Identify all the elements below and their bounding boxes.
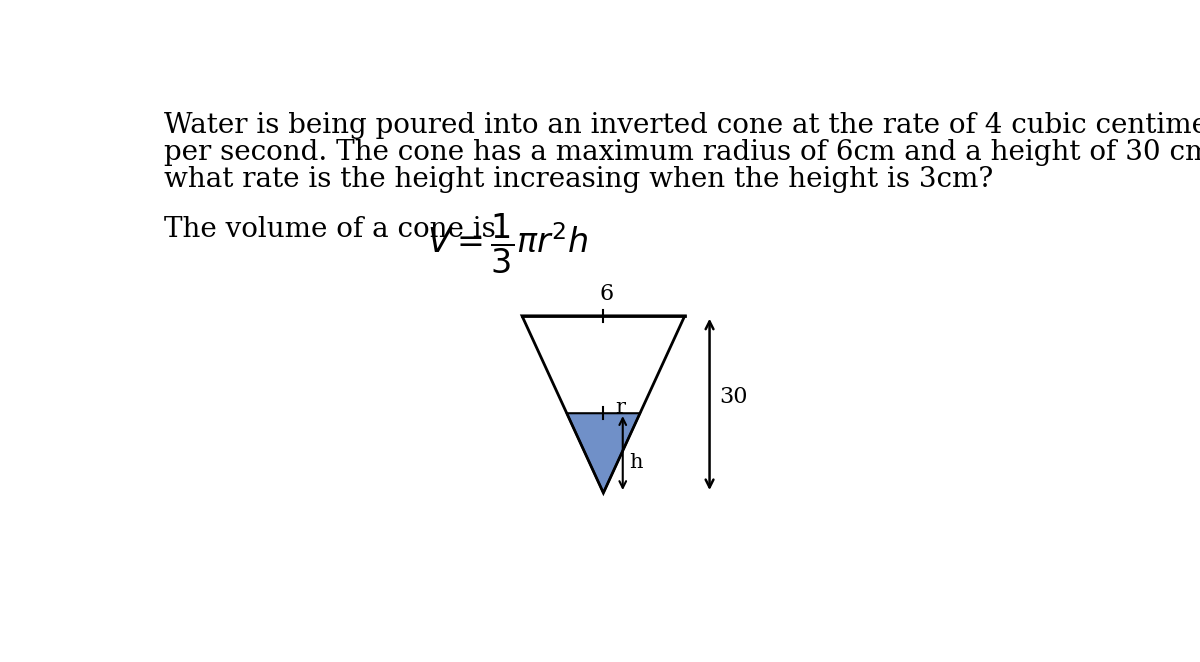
Text: Water is being poured into an inverted cone at the rate of 4 cubic centimeters: Water is being poured into an inverted c… [164,112,1200,139]
Text: 6: 6 [600,283,613,305]
Text: $V = \dfrac{1}{3}\pi r^2 h$: $V = \dfrac{1}{3}\pi r^2 h$ [427,211,589,275]
Text: The volume of a cone is: The volume of a cone is [164,216,514,243]
Text: r: r [616,398,625,416]
Text: h: h [629,453,642,472]
Text: what rate is the height increasing when the height is 3cm?: what rate is the height increasing when … [164,166,994,193]
Polygon shape [566,413,640,493]
Text: 30: 30 [719,386,748,408]
Text: per second. The cone has a maximum radius of 6cm and a height of 30 cm. At: per second. The cone has a maximum radiu… [164,139,1200,166]
